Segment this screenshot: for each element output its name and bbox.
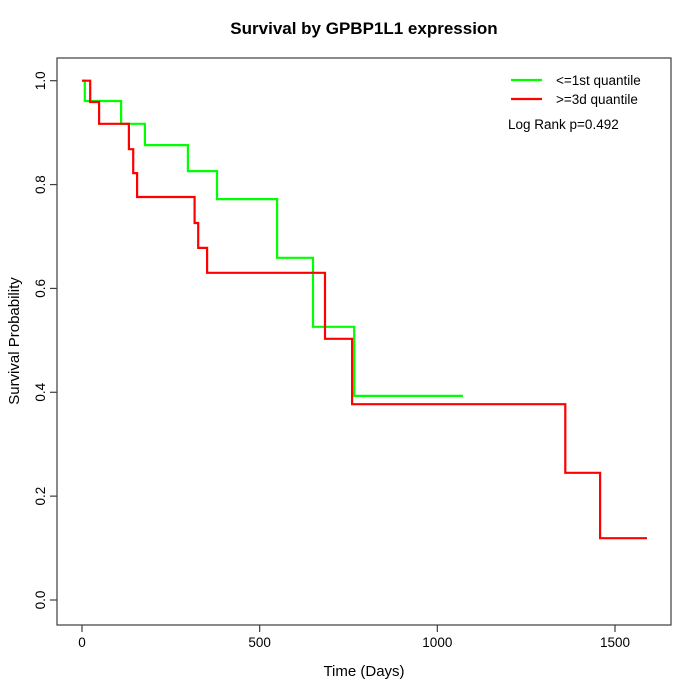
- y-tick-label: 0.0: [33, 591, 48, 610]
- x-tick-label: 1000: [422, 635, 452, 650]
- x-tick-label: 500: [248, 635, 271, 650]
- log-rank-pvalue: Log Rank p=0.492: [508, 117, 619, 132]
- x-axis-title: Time (Days): [323, 663, 404, 680]
- km-curve-high-expression: [82, 79, 647, 540]
- y-tick-label: 0.2: [33, 487, 48, 506]
- km-curve-low-expression: [82, 79, 463, 397]
- x-tick-label: 1500: [600, 635, 630, 650]
- y-tick-label: 0.8: [33, 175, 48, 194]
- y-axis-ticks: 0.0 0.2 0.4 0.6 0.8 1.0: [33, 71, 57, 609]
- x-axis-ticks: 0 500 1000 1500: [78, 625, 630, 650]
- y-axis-title: Survival Probability: [6, 277, 23, 405]
- legend: <=1st quantile >=3d quantile Log Rank p=…: [508, 73, 641, 132]
- legend-label-high-expression: >=3d quantile: [556, 92, 638, 107]
- x-tick-label: 0: [78, 635, 86, 650]
- plot-area-border: [56, 57, 672, 626]
- y-tick-label: 0.6: [33, 279, 48, 298]
- y-tick-label: 0.4: [33, 382, 48, 401]
- legend-label-low-expression: <=1st quantile: [556, 73, 641, 88]
- y-tick-label: 1.0: [33, 71, 48, 90]
- chart-title: Survival by GPBP1L1 expression: [230, 19, 497, 38]
- km-curves: [82, 79, 647, 540]
